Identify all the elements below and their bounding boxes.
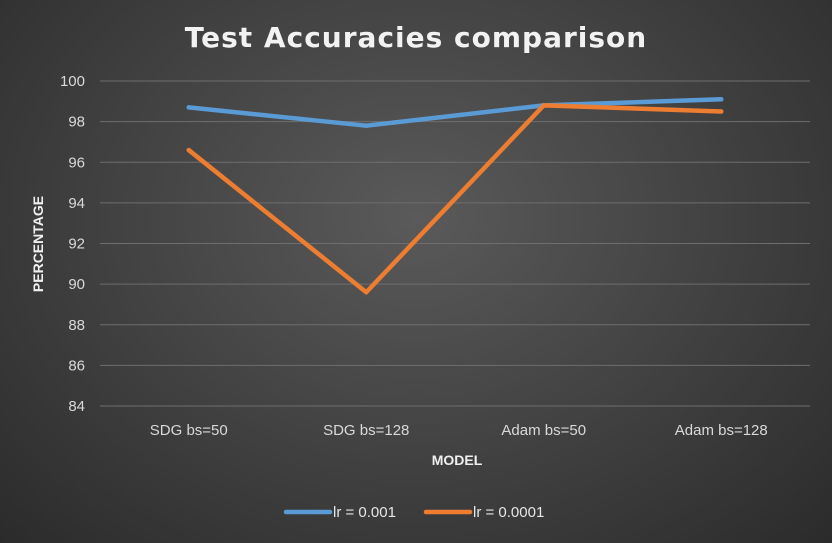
data-point [364,123,368,127]
series-lines [187,97,724,294]
x-tick-labels: SDG bs=50 SDG bs=128 Adam bs=50 Adam bs=128 [150,422,768,439]
data-point [187,105,191,109]
legend: lr = 0.001 lr = 0.0001 [286,504,544,521]
gridlines [100,81,810,406]
data-point [187,148,191,152]
y-tick-label: 88 [68,317,85,334]
data-point [364,290,368,294]
y-axis-title: PERCENTAGE [30,196,46,292]
legend-item: lr = 0.0001 [426,504,544,521]
y-tick-label: 96 [68,154,85,171]
y-tick-label: 94 [68,195,85,212]
chart-title: Test Accuracies comparison [185,21,647,54]
legend-item: lr = 0.001 [286,504,396,521]
x-tick-label: SDG bs=128 [323,422,409,439]
data-point [542,103,546,107]
y-tick-label: 84 [68,398,85,415]
data-point [719,97,723,101]
x-axis-title: MODEL [432,452,483,468]
x-tick-label: Adam bs=50 [501,422,586,439]
y-tick-label: 98 [68,114,85,131]
y-tick-labels: 84 86 88 90 92 94 96 98 100 [60,73,85,415]
y-tick-label: 100 [60,73,85,90]
y-tick-label: 86 [68,357,85,374]
data-point [719,109,723,113]
series-line-2 [189,105,722,292]
legend-label: lr = 0.0001 [473,504,544,521]
legend-label: lr = 0.001 [333,504,396,521]
x-tick-label: SDG bs=50 [150,422,228,439]
y-tick-label: 92 [68,236,85,253]
x-tick-label: Adam bs=128 [675,422,768,439]
y-tick-label: 90 [68,276,85,293]
